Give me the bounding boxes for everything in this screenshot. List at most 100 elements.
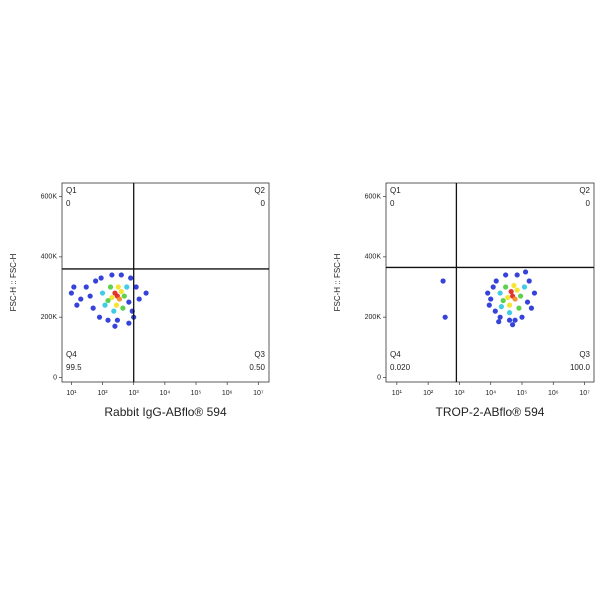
x-tick-label: 10¹ xyxy=(66,390,77,397)
event-dot xyxy=(98,275,104,281)
event-dot xyxy=(506,310,513,316)
event-dot xyxy=(118,272,124,278)
event-dot xyxy=(488,296,494,302)
event-dot xyxy=(490,284,496,290)
y-tick-label: 600K xyxy=(41,193,58,200)
quadrant-name: Q2 xyxy=(254,186,265,195)
event-dot xyxy=(107,284,114,290)
event-dot xyxy=(99,290,106,296)
event-dot xyxy=(109,272,115,278)
event-dot xyxy=(496,319,502,325)
event-dot xyxy=(486,302,492,308)
event-dot xyxy=(120,305,126,311)
y-tick-label: 400K xyxy=(365,254,382,261)
event-dot xyxy=(506,302,513,308)
x-tick-label: 10⁷ xyxy=(579,390,590,397)
x-tick-label: 10⁶ xyxy=(222,390,233,397)
plot-frame xyxy=(61,182,270,383)
quadrant-percent: 0 xyxy=(66,199,71,208)
event-dot xyxy=(498,304,505,310)
quadrant-percent: 0.020 xyxy=(390,363,411,372)
y-axis-label: FSC-H :: FSC-H xyxy=(333,253,342,311)
event-dot xyxy=(519,314,525,320)
event-dot xyxy=(500,297,506,304)
event-dot xyxy=(514,287,520,293)
y-tick-label: 400K xyxy=(41,254,58,261)
x-tick-label: 10² xyxy=(423,390,434,397)
event-dot xyxy=(440,278,446,284)
event-dot xyxy=(503,284,509,290)
event-dot xyxy=(508,288,514,295)
event-dot xyxy=(102,302,108,308)
quadrant-name: Q3 xyxy=(579,350,590,359)
event-dot xyxy=(516,305,522,311)
event-dot xyxy=(511,282,517,289)
event-dot xyxy=(497,290,503,296)
quadrant-percent: 0 xyxy=(390,199,395,208)
event-dot xyxy=(506,317,513,323)
event-dot xyxy=(93,278,99,284)
event-dot xyxy=(521,284,528,290)
quadrant-percent: 0 xyxy=(586,199,591,208)
event-dot xyxy=(128,275,134,281)
event-dot xyxy=(517,293,524,299)
x-tick-label: 10⁴ xyxy=(485,390,496,397)
event-dot xyxy=(90,305,96,311)
quadrant-name: Q1 xyxy=(66,186,77,195)
quadrant-name: Q3 xyxy=(254,350,265,359)
event-dot xyxy=(442,314,448,320)
event-dot xyxy=(133,284,139,290)
x-tick-label: 10¹ xyxy=(392,390,403,397)
event-dot xyxy=(522,269,529,275)
y-axis-label: FSC-H :: FSC-H xyxy=(9,253,18,311)
event-dot xyxy=(124,284,130,290)
event-dot xyxy=(105,297,111,304)
quadrant-percent: 0 xyxy=(261,199,266,208)
event-dot xyxy=(109,294,115,301)
event-dot xyxy=(126,320,132,326)
event-dot xyxy=(485,290,491,296)
plot-frame xyxy=(385,182,595,383)
quadrant-name: Q4 xyxy=(66,350,77,359)
event-dot xyxy=(113,302,120,308)
quadrant-name: Q1 xyxy=(390,186,401,195)
x-tick-label: 10⁶ xyxy=(548,390,559,397)
x-tick-label: 10⁴ xyxy=(159,390,170,397)
y-tick-label: 200K xyxy=(365,314,382,321)
quadrant-name: Q4 xyxy=(390,350,401,359)
quadrant-percent: 0.50 xyxy=(249,363,265,372)
event-dot xyxy=(528,305,535,311)
event-dot xyxy=(497,314,503,320)
event-dot xyxy=(526,278,532,284)
x-tick-label: 10² xyxy=(97,390,108,397)
event-dot xyxy=(121,293,127,299)
event-dot xyxy=(512,296,518,302)
event-dot xyxy=(503,272,509,278)
event-dot xyxy=(514,272,520,278)
quadrant-percent: 100.0 xyxy=(570,363,591,372)
x-axis-label: TROP-2-ABflo® 594 xyxy=(436,405,545,419)
event-dot xyxy=(83,284,89,290)
x-tick-label: 10⁷ xyxy=(253,390,264,397)
event-dot xyxy=(512,317,518,323)
event-dot xyxy=(105,317,111,323)
x-tick-label: 10³ xyxy=(129,390,140,397)
event-dot xyxy=(492,308,498,314)
event-dot xyxy=(509,322,516,328)
event-dot xyxy=(493,278,499,284)
event-dot xyxy=(114,317,121,323)
event-dot xyxy=(87,293,93,299)
event-dot xyxy=(71,284,77,290)
x-axis-label: Rabbit IgG-ABflo® 594 xyxy=(104,405,227,419)
event-dot xyxy=(78,296,84,302)
y-tick-label: 0 xyxy=(53,374,57,381)
x-tick-label: 10³ xyxy=(454,390,465,397)
x-tick-label: 10⁵ xyxy=(517,390,528,397)
event-dot xyxy=(118,288,124,295)
quadrant-percent: 99.5 xyxy=(66,363,82,372)
event-dot xyxy=(524,299,531,305)
event-dot xyxy=(505,294,511,301)
y-tick-label: 600K xyxy=(365,193,382,200)
event-dot xyxy=(96,314,103,320)
